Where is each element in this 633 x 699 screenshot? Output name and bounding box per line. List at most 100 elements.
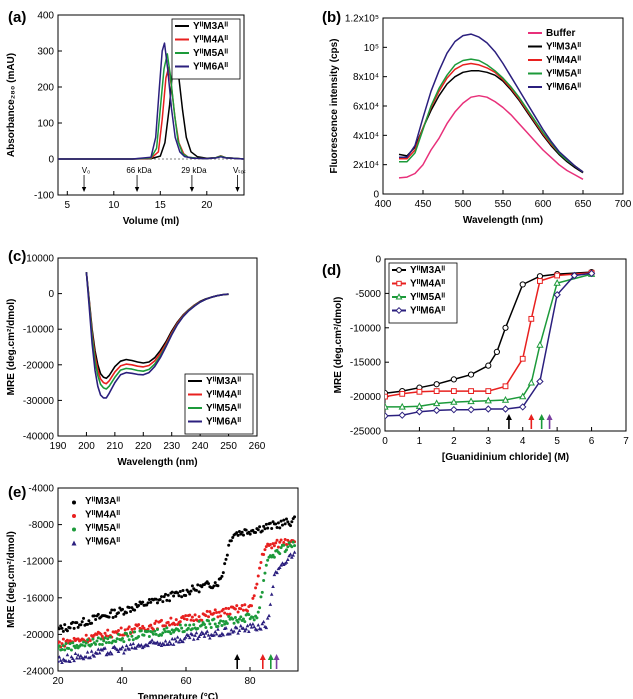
data-point <box>139 629 143 633</box>
data-point <box>398 411 406 419</box>
data-point <box>266 526 270 530</box>
data-point <box>223 562 227 566</box>
data-point <box>102 639 106 643</box>
data-point <box>84 633 88 637</box>
data-point <box>221 632 226 637</box>
data-point <box>213 581 217 585</box>
x-tick-label: 4 <box>520 436 526 447</box>
data-point <box>86 622 90 626</box>
data-point <box>216 627 220 631</box>
x-tick-label: 700 <box>615 199 632 210</box>
data-point <box>197 619 201 623</box>
data-point <box>97 651 102 655</box>
data-point <box>178 620 182 624</box>
legend-box <box>388 262 458 324</box>
data-point <box>190 632 195 637</box>
plot-area <box>85 272 229 399</box>
data-point <box>137 603 141 607</box>
data-point <box>122 651 126 655</box>
y-tick-label: -15000 <box>350 358 382 369</box>
data-point <box>139 643 144 647</box>
data-point <box>104 641 108 645</box>
x-tick-label: 80 <box>244 676 256 687</box>
data-point <box>217 610 221 614</box>
data-point <box>225 612 229 616</box>
data-point <box>385 412 389 420</box>
legend-marker <box>396 280 402 287</box>
data-point <box>252 624 257 629</box>
y-tick-label: -5000 <box>355 289 381 300</box>
data-point <box>127 647 132 651</box>
data-point <box>200 618 204 622</box>
y-tick-label: 100 <box>37 119 54 130</box>
data-point <box>264 545 268 549</box>
data-point <box>224 557 228 561</box>
data-point <box>106 628 110 632</box>
data-point <box>111 615 115 619</box>
data-point <box>284 542 288 546</box>
data-point <box>92 654 97 658</box>
data-point <box>94 642 98 646</box>
data-point <box>207 619 211 623</box>
data-point <box>149 600 153 604</box>
plot-frame <box>57 14 245 196</box>
data-point <box>92 614 96 618</box>
legend-label: YᴵᴵM3Aᴵᴵ <box>546 42 581 53</box>
data-point <box>185 618 189 622</box>
data-point <box>261 619 266 624</box>
data-point <box>166 642 171 646</box>
data-point <box>243 629 247 633</box>
data-point <box>58 644 61 648</box>
data-point <box>263 527 267 531</box>
data-point <box>246 609 250 613</box>
data-point <box>212 633 216 637</box>
data-point <box>227 606 231 610</box>
data-point <box>194 630 199 635</box>
data-point <box>108 650 113 654</box>
data-point <box>197 634 201 639</box>
panel-label: (e) <box>8 484 26 501</box>
data-point <box>237 617 241 621</box>
midpoint-arrowhead <box>267 654 274 660</box>
data-point <box>260 621 265 626</box>
data-point <box>186 626 190 630</box>
data-point <box>129 609 133 613</box>
data-point <box>68 659 72 663</box>
data-point <box>188 613 192 617</box>
series-line-5 <box>399 33 584 173</box>
data-point <box>208 622 212 626</box>
data-point <box>221 571 225 575</box>
panel-d: (d) 0 1 2 3 4 5 6 7 -25000 -20000 -15000 -10000 -5000… <box>322 255 629 464</box>
data-point <box>236 610 240 614</box>
data-point <box>467 405 475 414</box>
data-point <box>415 402 424 409</box>
data-point <box>276 521 280 525</box>
x-tick-label: 5 <box>65 200 71 211</box>
data-point <box>58 640 61 644</box>
data-point <box>58 655 62 659</box>
x-tick-label: 15 <box>155 200 167 211</box>
data-point <box>190 584 194 588</box>
panel-a: (a) 5 10 15 20 -100 0 100 200 300 400 Volume (ml) Ab… <box>6 9 246 227</box>
data-point <box>467 397 475 405</box>
data-point <box>193 633 197 637</box>
data-point <box>224 606 228 610</box>
data-point <box>280 523 284 527</box>
x-tick-label: 210 <box>107 441 124 452</box>
data-point <box>536 340 544 348</box>
data-point <box>110 608 114 612</box>
data-point <box>587 269 596 278</box>
data-point <box>90 621 94 625</box>
midpoint-arrowhead <box>273 654 280 660</box>
data-point <box>212 617 216 621</box>
data-point <box>61 637 65 641</box>
data-point <box>256 528 260 532</box>
data-point <box>279 563 283 567</box>
data-point <box>234 625 239 630</box>
data-point <box>168 623 172 627</box>
legend-label: YᴵᴵM5Aᴵᴵ <box>546 69 581 80</box>
data-point <box>89 649 94 653</box>
data-point <box>125 611 129 615</box>
x-tick-label: 1 <box>417 436 423 447</box>
data-point <box>249 625 254 629</box>
